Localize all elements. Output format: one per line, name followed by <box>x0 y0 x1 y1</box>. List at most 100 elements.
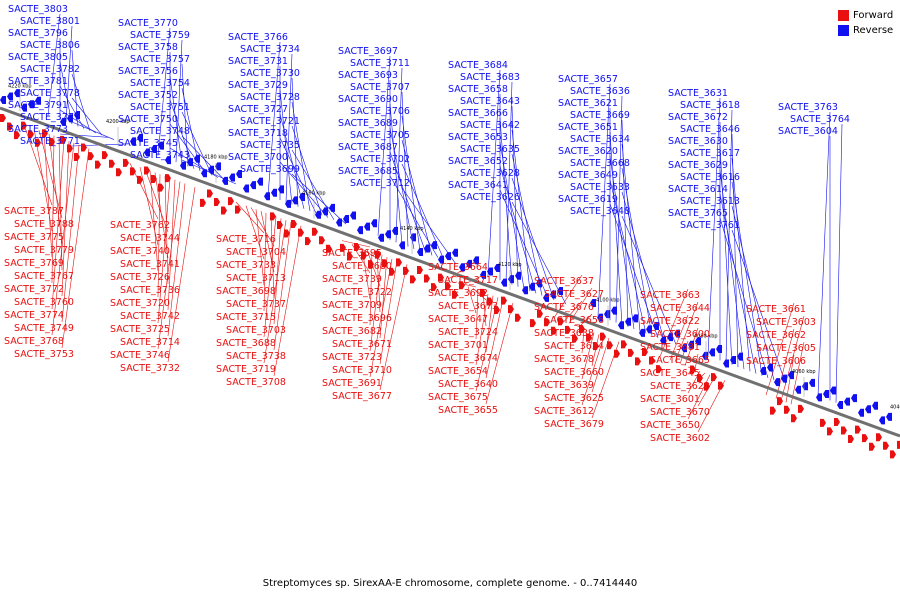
forward-gene-label: SACTE_3655 <box>438 405 498 416</box>
reverse-gene-feature <box>243 184 249 193</box>
forward-gene-label: SACTE_3639 <box>534 380 594 391</box>
reverse-label-connector <box>511 105 519 287</box>
reverse-label-connector <box>511 153 543 296</box>
reverse-gene-label: SACTE_3801 <box>20 16 80 27</box>
forward-gene-feature <box>614 349 620 358</box>
legend-item-reverse: Reverse <box>838 23 898 38</box>
forward-gene-feature <box>848 435 854 444</box>
reverse-gene-label: SACTE_3652 <box>448 156 508 167</box>
forward-gene-feature <box>389 267 395 276</box>
reverse-gene-feature <box>322 207 328 216</box>
forward-gene-label: SACTE_3602 <box>650 433 710 444</box>
forward-label-connector <box>379 260 398 365</box>
reverse-gene-feature <box>543 293 549 302</box>
reverse-gene-label: SACTE_3758 <box>118 42 178 53</box>
forward-gene-label: SACTE_3600 <box>650 329 710 340</box>
reverse-gene-feature <box>522 286 528 295</box>
forward-gene-feature <box>501 296 507 305</box>
forward-gene-label: SACTE_3612 <box>534 406 594 417</box>
forward-label-connector <box>250 207 275 247</box>
reverse-gene-label: SACTE_3763 <box>778 102 838 113</box>
forward-gene-label: SACTE_3680 <box>332 261 392 272</box>
reverse-label-connector <box>707 97 721 357</box>
forward-gene-feature <box>417 265 423 274</box>
forward-gene-feature <box>537 309 543 318</box>
reverse-gene-feature <box>438 255 444 264</box>
reverse-gene-feature <box>844 397 850 406</box>
reverse-label-connector <box>835 123 843 403</box>
reverse-gene-label: SACTE_3764 <box>790 114 850 125</box>
forward-label-connector <box>260 211 275 273</box>
reverse-gene-label: SACTE_3642 <box>460 120 520 131</box>
reverse-gene-feature <box>144 148 150 157</box>
reverse-label-connector <box>511 201 567 305</box>
forward-gene-feature <box>312 227 318 236</box>
reverse-gene-feature <box>809 378 815 387</box>
forward-gene-feature <box>438 273 444 282</box>
reverse-gene-label: SACTE_3666 <box>448 108 508 119</box>
reverse-label-connector <box>505 81 513 283</box>
forward-gene-label: SACTE_3733 <box>216 260 276 271</box>
forward-gene-feature <box>558 317 564 326</box>
forward-gene-label: SACTE_3768 <box>4 336 64 347</box>
forward-gene-feature <box>579 325 585 334</box>
reverse-label-connector <box>59 85 85 129</box>
reverse-label-connector <box>285 53 293 203</box>
forward-gene-feature <box>544 318 550 327</box>
forward-gene-feature <box>487 297 493 306</box>
forward-gene-label: SACTE_3779 <box>14 245 74 256</box>
reverse-gene-feature <box>639 328 645 337</box>
forward-gene-label: SACTE_3740 <box>110 246 170 257</box>
reverse-label-connector <box>389 175 439 258</box>
reverse-gene-feature <box>788 371 794 380</box>
forward-gene-label: SACTE_3692 <box>428 288 488 299</box>
forward-gene-feature <box>424 274 430 283</box>
reverse-gene-feature <box>67 114 73 123</box>
reverse-gene-label: SACTE_3649 <box>558 170 618 181</box>
reverse-gene-feature <box>250 181 256 190</box>
forward-label-connector <box>263 220 287 364</box>
forward-gene-feature <box>827 427 833 436</box>
forward-gene-feature <box>326 244 332 253</box>
reverse-gene-feature <box>590 299 596 308</box>
reverse-gene-label: SACTE_3728 <box>240 92 300 103</box>
forward-gene-label: SACTE_3719 <box>216 364 276 375</box>
forward-gene-feature <box>291 220 297 229</box>
scale-tick-label: 4120 kbp <box>498 262 522 268</box>
forward-gene-feature <box>319 236 325 245</box>
reverse-gene-feature <box>285 199 291 208</box>
forward-gene-label: SACTE_3725 <box>110 324 170 335</box>
reverse-label-connector <box>389 151 427 254</box>
reverse-gene-feature <box>417 247 423 256</box>
strand-legend: Forward Reverse <box>838 8 898 38</box>
reverse-gene-label: SACTE_3771 <box>20 136 80 147</box>
reverse-gene-label: SACTE_3628 <box>460 168 520 179</box>
forward-gene-label: SACTE_3746 <box>110 350 170 361</box>
forward-gene-feature <box>784 405 790 414</box>
forward-gene-label: SACTE_3691 <box>322 378 382 389</box>
forward-gene-label: SACTE_3670 <box>650 407 710 418</box>
reverse-gene-feature <box>74 110 80 119</box>
scale-tick-label: 4200 kbp <box>106 119 130 125</box>
forward-label-connector <box>659 288 689 357</box>
reverse-gene-feature <box>194 154 200 163</box>
reverse-gene-label: SACTE_3631 <box>668 88 728 99</box>
forward-gene-label: SACTE_3704 <box>226 247 286 258</box>
reverse-gene-feature <box>60 117 66 126</box>
legend-item-forward: Forward <box>838 8 898 23</box>
forward-gene-feature <box>508 305 514 314</box>
reverse-gene-feature <box>236 170 242 179</box>
forward-label-connector <box>674 301 699 363</box>
forward-gene-label: SACTE_3678 <box>534 354 594 365</box>
reverse-gene-feature <box>151 145 157 154</box>
reverse-gene-label: SACTE_3693 <box>338 70 398 81</box>
reverse-label-connector <box>291 125 323 216</box>
forward-label-connector <box>58 137 63 271</box>
reverse-label-connector <box>279 161 329 218</box>
forward-gene-feature <box>876 433 882 442</box>
reverse-gene-label: SACTE_3754 <box>130 78 190 89</box>
reverse-gene-label: SACTE_3643 <box>460 96 520 107</box>
reverse-gene-feature <box>399 241 405 250</box>
reverse-gene-label: SACTE_3711 <box>350 58 410 69</box>
reverse-label-connector <box>499 117 513 285</box>
